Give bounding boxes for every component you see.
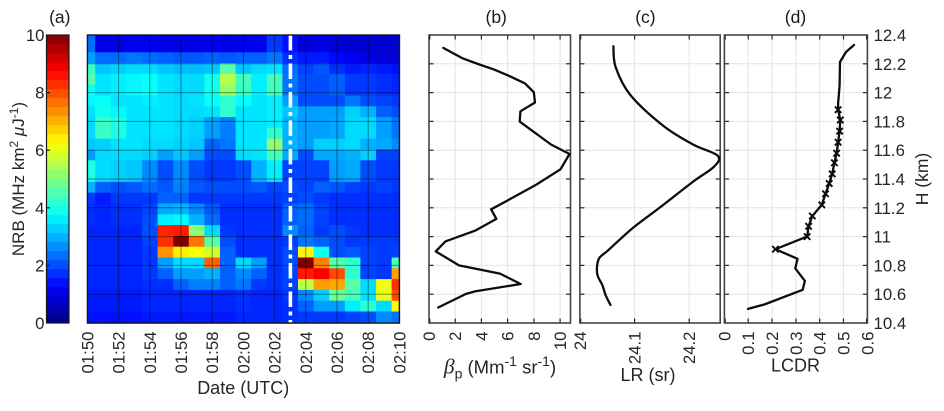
svg-text:24: 24 (571, 332, 590, 351)
svg-text:11.6: 11.6 (874, 141, 905, 160)
svg-text:H (km): H (km) (912, 153, 932, 205)
svg-text:02:08: 02:08 (359, 332, 378, 374)
svg-text:02:04: 02:04 (297, 332, 316, 374)
svg-text:12.2: 12.2 (874, 55, 907, 74)
svg-text:0.5: 0.5 (835, 332, 854, 355)
svg-text:0.1: 0.1 (739, 332, 758, 355)
svg-text:11.2: 11.2 (874, 199, 905, 218)
svg-text:0: 0 (35, 314, 44, 333)
svg-text:01:54: 01:54 (141, 332, 160, 374)
svg-text:10.6: 10.6 (874, 285, 907, 304)
svg-text:02:06: 02:06 (328, 332, 347, 374)
svg-text:10.4: 10.4 (874, 314, 907, 333)
svg-text:11: 11 (874, 228, 891, 247)
svg-text:10: 10 (26, 26, 45, 45)
svg-text:0.3: 0.3 (787, 332, 806, 355)
svg-text:LCDR: LCDR (771, 356, 820, 376)
svg-text:12: 12 (874, 84, 893, 103)
svg-text:(c): (c) (635, 7, 655, 27)
svg-text:24.2: 24.2 (680, 332, 699, 365)
svg-text:12.4: 12.4 (874, 26, 907, 45)
svg-text:01:56: 01:56 (172, 332, 191, 374)
svg-text:NRB (MHz km2 μJ-1): NRB (MHz km2 μJ-1) (7, 102, 28, 256)
svg-text:11.4: 11.4 (874, 170, 905, 189)
svg-text:10: 10 (551, 332, 570, 351)
svg-text:4: 4 (472, 332, 491, 341)
svg-text:11.8: 11.8 (874, 112, 905, 131)
svg-text:4: 4 (35, 199, 44, 218)
svg-text:Date (UTC): Date (UTC) (197, 378, 289, 398)
svg-text:(b): (b) (486, 7, 507, 27)
svg-text:2: 2 (35, 256, 44, 275)
svg-text:2: 2 (446, 332, 465, 341)
svg-text:(d): (d) (785, 7, 806, 27)
svg-text:24.1: 24.1 (626, 332, 645, 365)
svg-text:0.2: 0.2 (763, 332, 782, 355)
svg-text:8: 8 (35, 84, 44, 103)
svg-text:βp (Mm-1 sr-1): βp (Mm-1 sr-1) (443, 353, 556, 382)
svg-text:6: 6 (499, 331, 518, 340)
svg-text:10.8: 10.8 (874, 256, 907, 275)
svg-text:0.4: 0.4 (811, 332, 830, 355)
svg-text:LR (sr): LR (sr) (621, 365, 676, 385)
svg-text:02:10: 02:10 (390, 332, 409, 374)
svg-text:02:00: 02:00 (234, 332, 253, 374)
svg-text:02:02: 02:02 (266, 332, 285, 374)
svg-text:01:52: 01:52 (110, 332, 129, 374)
svg-text:01:58: 01:58 (203, 332, 222, 374)
svg-text:0.6: 0.6 (858, 332, 877, 355)
svg-text:01:50: 01:50 (78, 332, 97, 374)
svg-text:0: 0 (715, 332, 734, 341)
svg-text:(a): (a) (49, 7, 70, 27)
svg-text:8: 8 (525, 332, 544, 341)
svg-text:0: 0 (420, 332, 439, 341)
svg-text:6: 6 (35, 141, 44, 160)
